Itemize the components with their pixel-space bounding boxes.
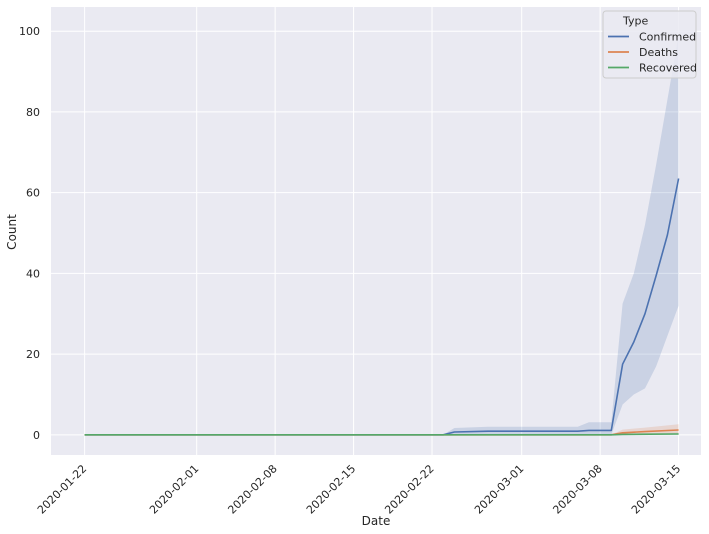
y-axis-label: Count bbox=[5, 214, 19, 250]
x-tick-label: 2020-02-01 bbox=[147, 462, 201, 516]
y-tick-labels: 0 20 40 60 80 100 bbox=[19, 25, 40, 442]
y-tick-label: 100 bbox=[19, 25, 40, 38]
y-tick-label: 20 bbox=[26, 348, 40, 361]
grid-lines bbox=[51, 7, 701, 455]
x-tick-label: 2020-03-15 bbox=[629, 462, 683, 516]
x-axis-label: Date bbox=[362, 514, 391, 528]
y-tick-label: 80 bbox=[26, 106, 40, 119]
band-confirmed bbox=[84, 35, 679, 435]
series-lines bbox=[84, 178, 680, 436]
legend-label-recovered: Recovered bbox=[639, 62, 697, 75]
x-tick-label: 2020-02-08 bbox=[225, 462, 279, 516]
line-recovered bbox=[84, 433, 679, 436]
legend-items: Confirmed Deaths Recovered bbox=[608, 31, 697, 75]
y-tick-label: 60 bbox=[26, 187, 40, 200]
y-tick-label: 0 bbox=[33, 429, 40, 442]
x-tick-label: 2020-02-15 bbox=[304, 462, 358, 516]
legend-label-confirmed: Confirmed bbox=[639, 31, 696, 44]
x-tick-label: 2020-03-01 bbox=[472, 462, 526, 516]
legend: Type Confirmed Deaths Recovered bbox=[602, 10, 697, 79]
x-tick-label: 2020-01-22 bbox=[35, 462, 89, 516]
y-tick-label: 40 bbox=[26, 267, 40, 280]
legend-label-deaths: Deaths bbox=[639, 46, 678, 59]
x-tick-label: 2020-03-08 bbox=[550, 462, 604, 516]
line-confirmed bbox=[84, 178, 680, 436]
x-tick-labels: 2020-01-22 2020-02-01 2020-02-08 2020-02-15… bbox=[35, 462, 683, 516]
plot-background bbox=[51, 7, 701, 455]
x-tick-label: 2020-02-22 bbox=[382, 462, 436, 516]
legend-box bbox=[602, 10, 697, 79]
legend-title: Type bbox=[622, 15, 648, 28]
